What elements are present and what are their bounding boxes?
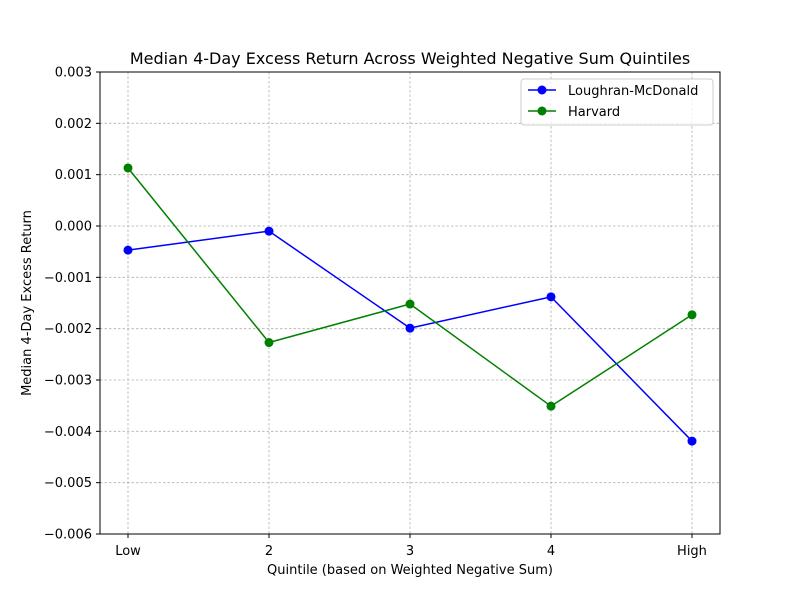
y-tick-label: 0.001	[55, 168, 92, 183]
chart-title: Median 4-Day Excess Return Across Weight…	[130, 49, 690, 68]
legend-box	[520, 78, 714, 126]
y-tick-label: −0.005	[44, 476, 92, 491]
y-tick-label: −0.001	[44, 271, 92, 286]
legend-marker-loughran-mcdonald	[537, 85, 547, 95]
data-point-harvard	[687, 310, 697, 320]
x-tick-label: 2	[265, 544, 273, 559]
x-axis-label: Quintile (based on Weighted Negative Sum…	[267, 563, 553, 578]
data-point-harvard	[264, 338, 274, 348]
data-point-loughran-mcdonald	[264, 226, 274, 236]
x-axis-ticks: Low 2 3 4 High	[115, 534, 707, 559]
y-tick-label: 0.003	[55, 66, 92, 81]
y-tick-label: −0.004	[44, 425, 92, 440]
y-tick-label: −0.002	[44, 322, 92, 337]
data-point-loughran-mcdonald	[687, 436, 697, 446]
data-point-harvard	[405, 299, 415, 309]
y-axis-label: Median 4-Day Excess Return	[20, 210, 35, 396]
data-point-loughran-mcdonald	[123, 245, 133, 255]
legend-label-loughran-mcdonald: Loughran-McDonald	[568, 84, 698, 99]
x-tick-label: Low	[115, 544, 141, 559]
data-point-loughran-mcdonald	[546, 292, 556, 302]
y-tick-label: −0.003	[44, 374, 92, 389]
data-point-harvard	[123, 163, 133, 173]
y-tick-label: −0.006	[44, 528, 92, 543]
legend-marker-harvard	[537, 106, 547, 116]
x-tick-label: 4	[547, 544, 555, 559]
data-point-loughran-mcdonald	[405, 323, 415, 333]
y-tick-label: 0.000	[55, 220, 92, 235]
x-tick-label: 3	[406, 544, 414, 559]
x-tick-label: High	[677, 544, 707, 559]
y-axis-ticks: −0.006 −0.005 −0.004 −0.003 −0.002 −0.001 0.00…	[44, 66, 100, 543]
legend: Loughran-McDonald Harvard	[520, 78, 714, 126]
series-layer	[123, 163, 697, 446]
legend-label-harvard: Harvard	[568, 105, 620, 120]
data-point-harvard	[546, 401, 556, 411]
y-tick-label: 0.002	[55, 117, 92, 132]
